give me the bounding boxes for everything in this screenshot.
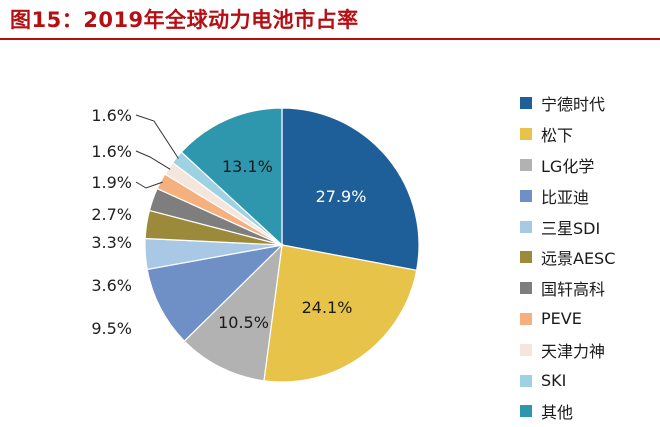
data-label-4: 3.6% [91, 276, 132, 295]
legend-item: 比亚迪 [520, 180, 660, 211]
legend-swatch [520, 189, 532, 202]
chart-title: 图15：2019年全球动力电池市占率 [10, 8, 359, 32]
legend-label: 松下 [541, 126, 574, 146]
data-label-1: 24.1% [302, 298, 353, 317]
legend-item: LG化学 [520, 150, 660, 181]
data-label-8: 1.6% [91, 142, 132, 161]
legend-swatch [520, 97, 532, 110]
legend-label: 三星SDI [541, 218, 601, 238]
legend-label: 国轩高科 [541, 280, 606, 300]
legend-swatch [520, 282, 532, 295]
legend-label: PEVE [541, 309, 582, 329]
data-labels: 27.9% 24.1% 10.5% 13.1% 1.6% 1.6% 1.9% 2.7% 3.3%… [91, 106, 366, 338]
legend-label: 天津力神 [541, 341, 606, 361]
data-label-6: 2.7% [91, 205, 132, 224]
data-label-0: 27.9% [316, 187, 367, 206]
data-label-5: 3.3% [91, 233, 132, 252]
legend-swatch [520, 158, 532, 171]
legend-swatch [520, 374, 532, 387]
data-label-10: 13.1% [222, 157, 273, 176]
leader-lines [135, 114, 179, 189]
data-label-7: 1.9% [91, 173, 132, 192]
slice-3 [146, 244, 284, 342]
legend-label: 其他 [541, 403, 574, 423]
legend-swatch [520, 128, 532, 141]
legend-label: 宁德时代 [541, 95, 606, 115]
title-bar: 图15：2019年全球动力电池市占率 [0, 0, 660, 40]
slice-2 [183, 243, 283, 382]
leader-line-7 [135, 181, 163, 189]
legend-swatch [520, 405, 532, 418]
legend-item: 三星SDI [520, 211, 660, 242]
legend-label: SKI [541, 371, 567, 391]
legend: 宁德时代松下 LG化学比亚迪三星SDI 远景AESC 国轩高科 PEVE 天津力神 SKI 其… [520, 88, 660, 427]
legend-item: 国轩高科 [520, 273, 660, 304]
legend-item: 其他 [520, 396, 660, 427]
legend-swatch [520, 343, 532, 356]
slice-0 [281, 107, 420, 272]
legend-item: 天津力神 [520, 334, 660, 365]
legend-item: PEVE [520, 304, 660, 335]
legend-swatch [520, 220, 532, 233]
legend-item: 松下 [520, 119, 660, 150]
legend-swatch [520, 312, 532, 325]
legend-swatch [520, 251, 532, 264]
data-label-9: 1.6% [91, 106, 132, 125]
pie-slices [144, 107, 420, 383]
slice-1 [263, 244, 418, 383]
slice-10 [180, 107, 283, 247]
leader-line-9 [135, 114, 179, 159]
legend-label: 远景AESC [541, 249, 616, 269]
data-label-3: 9.5% [91, 319, 132, 338]
legend-item: SKI [520, 365, 660, 396]
legend-item: 远景AESC [520, 242, 660, 273]
leader-line-8 [135, 150, 171, 170]
data-label-2: 10.5% [218, 313, 269, 332]
legend-label: LG化学 [541, 156, 595, 176]
legend-item: 宁德时代 [520, 88, 660, 119]
legend-label: 比亚迪 [541, 187, 590, 207]
